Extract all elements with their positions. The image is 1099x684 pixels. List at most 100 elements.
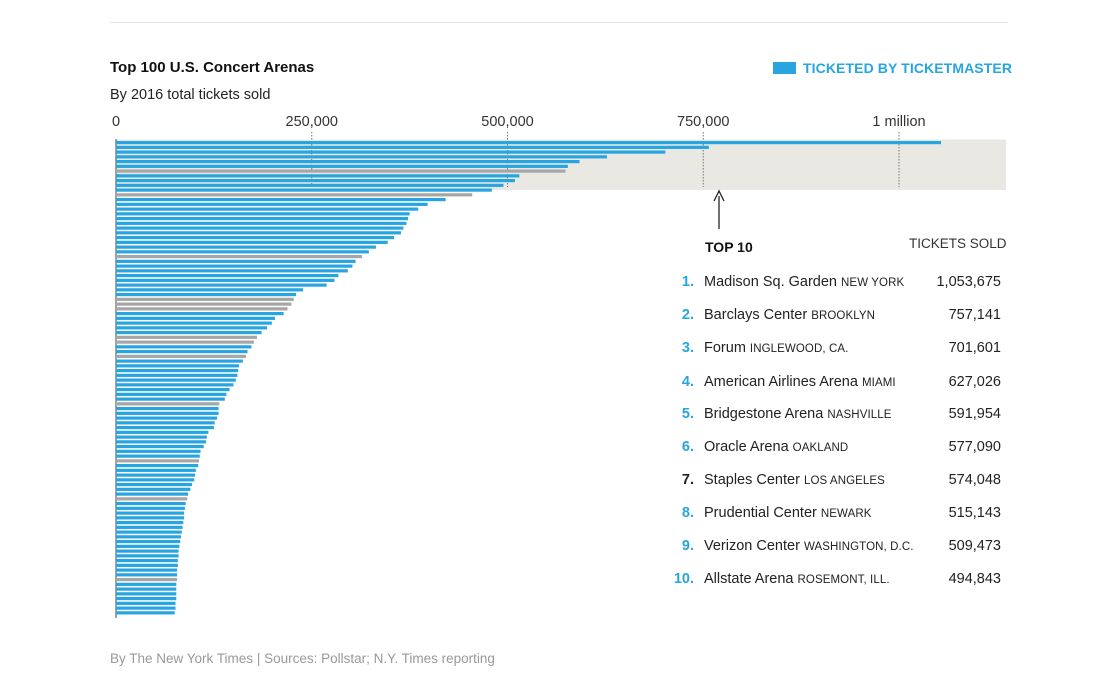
bar <box>116 540 181 544</box>
bar <box>116 345 252 349</box>
tickets-sold-value: 577,090 <box>948 439 1001 455</box>
bar <box>116 388 230 392</box>
arena-location: ROSEMONT, ILL. <box>797 574 890 586</box>
bar <box>116 597 177 601</box>
arena-location: BROOKLYN <box>811 310 876 322</box>
bar <box>116 521 184 525</box>
arena-location: OAKLAND <box>792 442 849 454</box>
ranking-row: 2. Barclays Center BROOKLYN 757,141 <box>660 307 1006 327</box>
bar <box>116 606 176 610</box>
tickets-sold-value: 591,954 <box>948 406 1001 422</box>
rank-number: 3. <box>681 340 694 356</box>
bar <box>116 582 177 586</box>
bar <box>116 407 219 411</box>
tickets-sold-value: 515,143 <box>948 505 1001 521</box>
bar <box>116 502 186 506</box>
tickets-sold-value: 757,141 <box>948 307 1001 323</box>
tickets-sold-value: 574,048 <box>948 472 1001 488</box>
arena-location: NASHVILLE <box>827 409 892 421</box>
bar <box>116 611 175 615</box>
legend-swatch <box>773 62 796 74</box>
rank-number: 5. <box>681 406 694 422</box>
bar <box>116 174 520 178</box>
bar <box>116 426 214 430</box>
bar <box>116 464 199 468</box>
chart-subtitle: By 2016 total tickets sold <box>110 87 271 103</box>
bar <box>116 283 327 287</box>
bar <box>116 563 178 567</box>
bar <box>116 369 239 373</box>
bar <box>116 516 185 520</box>
bar <box>116 506 185 510</box>
bar <box>116 198 446 202</box>
bar <box>116 259 356 263</box>
bar <box>116 402 220 406</box>
legend-label: TICKETED BY TICKETMASTER <box>803 60 1013 76</box>
bar <box>116 487 191 491</box>
bar <box>116 525 183 529</box>
arena-name: Bridgestone Arena NASHVILLE <box>704 406 892 422</box>
bar <box>116 278 335 282</box>
bar <box>116 302 292 306</box>
arena-location: LOS ANGELES <box>803 475 885 487</box>
bar <box>116 544 180 548</box>
bar <box>116 559 178 563</box>
rank-number: 7. <box>681 472 694 488</box>
bar <box>116 293 297 297</box>
bar <box>116 150 666 154</box>
arena-location: MIAMI <box>861 377 896 389</box>
bar <box>116 468 196 472</box>
ranking-row: 9. Verizon Center WASHINGTON, D.C. 509,473 <box>660 538 1006 558</box>
arena-name: Staples Center LOS ANGELES <box>704 472 885 488</box>
bar <box>116 454 200 458</box>
bar <box>116 250 369 254</box>
bar <box>116 430 209 434</box>
bar <box>116 321 272 325</box>
bar <box>116 316 275 320</box>
bar <box>116 535 181 539</box>
ranking-row: 10. Allstate Arena ROSEMONT, ILL. 494,843 <box>660 571 1006 591</box>
x-tick-label: 0 <box>112 114 120 130</box>
ranking-row: 4. American Airlines Arena MIAMI 627,026 <box>660 374 1006 394</box>
arena-name: Madison Sq. Garden NEW YORK <box>704 274 905 290</box>
arena-name: Forum INGLEWOOD, CA. <box>704 340 849 356</box>
bar <box>116 497 188 501</box>
ranking-row: 3. Forum INGLEWOOD, CA. 701,601 <box>660 340 1006 360</box>
chart-title: Top 100 U.S. Concert Arenas <box>110 59 315 76</box>
arena-location: WASHINGTON, D.C. <box>803 541 914 553</box>
up-arrow-head-icon <box>713 189 725 202</box>
bar <box>116 350 248 354</box>
bar <box>116 478 195 482</box>
bar <box>116 236 394 240</box>
bar <box>116 269 348 273</box>
x-tick-label: 1 million <box>872 114 925 130</box>
bar <box>116 568 178 572</box>
bar <box>116 578 178 582</box>
bar <box>116 459 199 463</box>
tickets-sold-value: 509,473 <box>948 538 1001 554</box>
top-ten-callout-label: TOP 10 <box>705 239 753 255</box>
bar <box>116 383 234 387</box>
arena-name: Verizon Center WASHINGTON, D.C. <box>704 538 914 554</box>
bar <box>116 331 262 335</box>
arena-name: Prudential Center NEWARK <box>704 505 872 521</box>
x-tick-label: 250,000 <box>286 114 338 130</box>
rank-number: 9. <box>681 538 694 554</box>
bar <box>116 297 294 301</box>
bar <box>116 554 179 558</box>
bar <box>116 274 339 278</box>
rank-number: 6. <box>681 439 694 455</box>
rank-number: 10. <box>673 571 694 587</box>
bar <box>116 245 376 249</box>
rank-number: 8. <box>681 505 694 521</box>
bar <box>116 397 225 401</box>
bar <box>116 511 185 515</box>
tickets-sold-value: 1,053,675 <box>936 274 1001 290</box>
bar <box>116 364 239 368</box>
bar <box>116 340 254 344</box>
rank-number: 2. <box>681 307 694 323</box>
bar <box>116 307 288 311</box>
arena-location: NEWARK <box>820 508 872 520</box>
arena-name: American Airlines Arena MIAMI <box>704 374 896 390</box>
bar <box>116 155 607 159</box>
